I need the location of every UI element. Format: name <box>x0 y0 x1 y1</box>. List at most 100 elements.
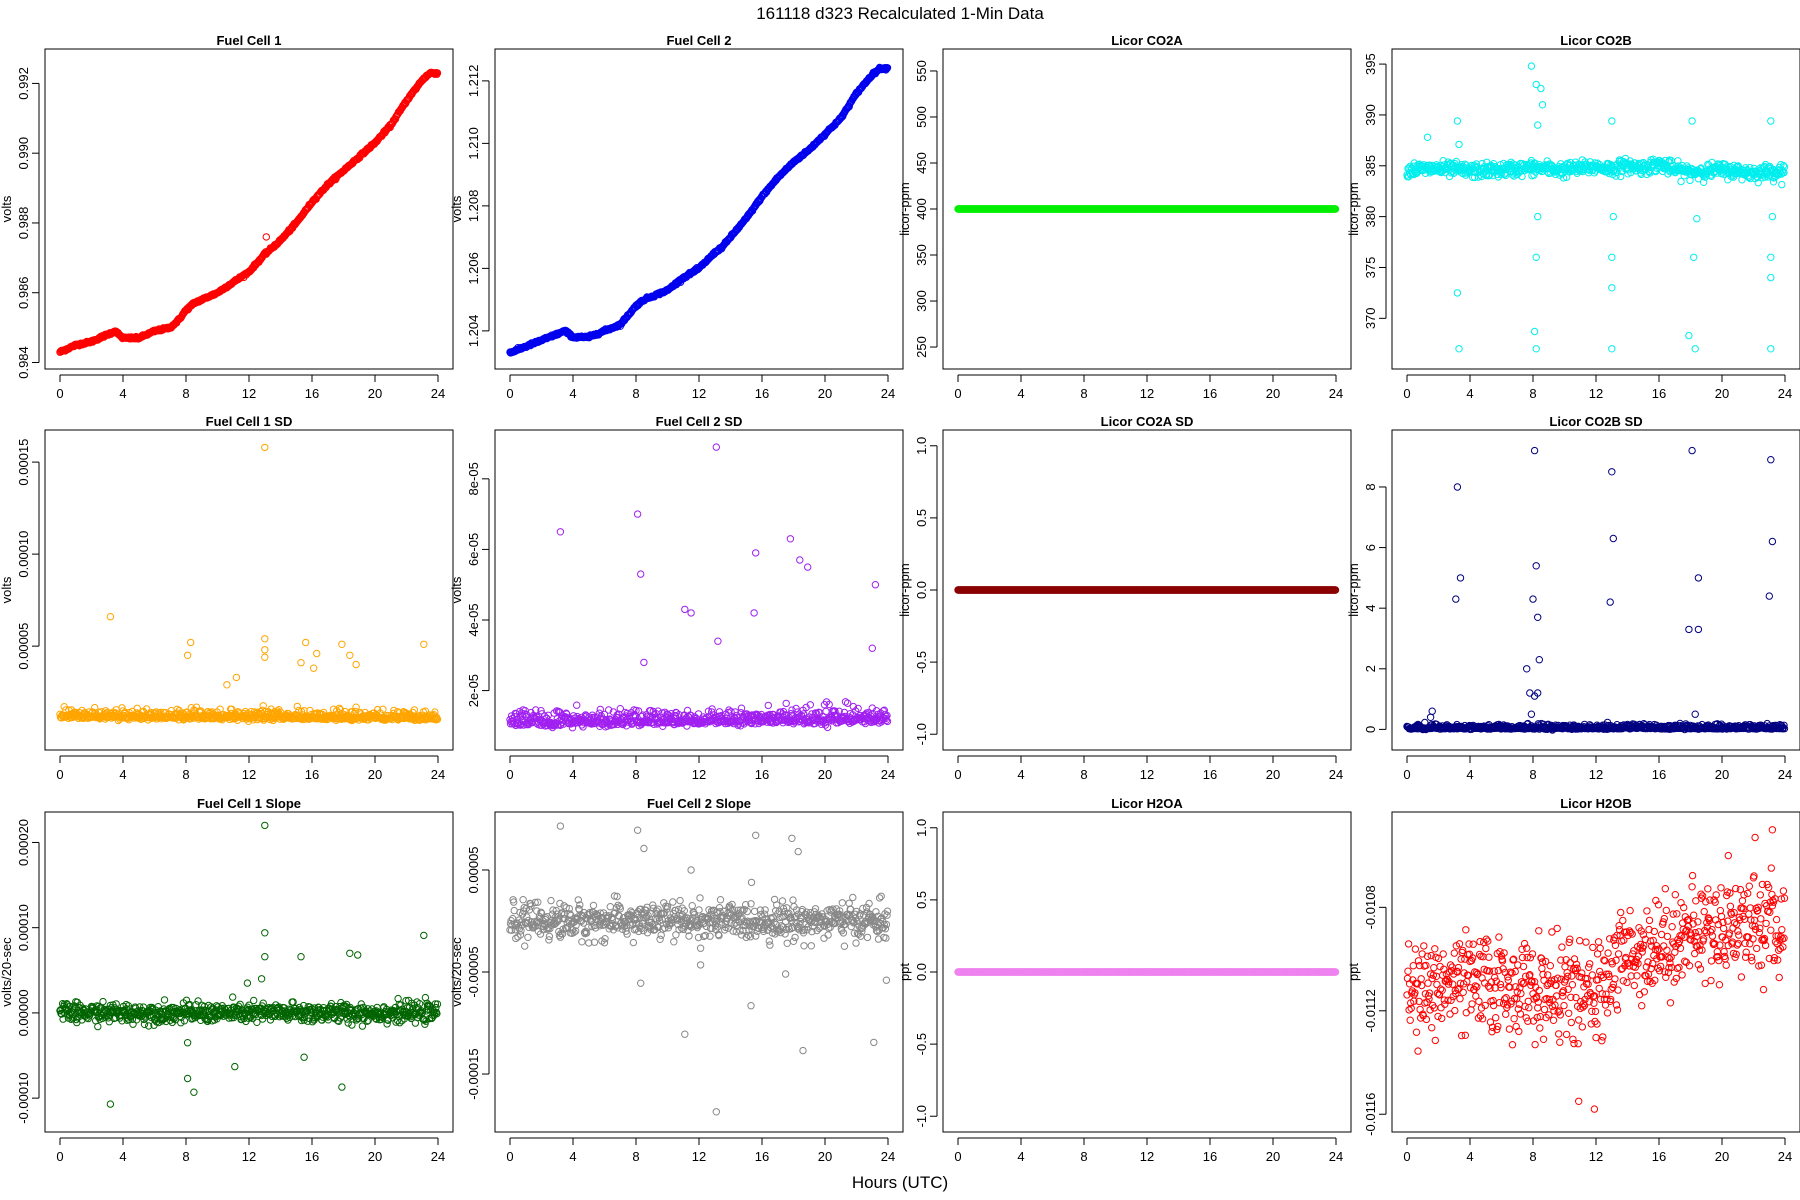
y-tick-label: 4e-05 <box>466 603 481 636</box>
y-tick-label: 300 <box>914 290 929 312</box>
x-tick-label: 0 <box>506 386 513 401</box>
x-tick-label: 4 <box>1017 767 1024 782</box>
outlier-point <box>868 644 876 652</box>
data-point <box>573 701 581 709</box>
plot-frame <box>942 429 1352 751</box>
panel-title: Licor CO2A <box>1111 33 1183 48</box>
data-point <box>1780 168 1788 177</box>
outlier-point <box>750 609 758 617</box>
outlier-point <box>183 651 192 659</box>
outlier-point <box>1768 212 1777 221</box>
outlier-point <box>1608 345 1616 353</box>
x-tick-label: 16 <box>1203 386 1217 401</box>
x-tick-label: 4 <box>119 767 126 782</box>
y-axis-label: licor-ppm <box>897 182 912 235</box>
outlier-point <box>1608 117 1616 125</box>
data-point <box>883 64 892 72</box>
outlier-point <box>1609 212 1618 221</box>
outlier-point <box>1693 215 1701 223</box>
y-tick-label: 0.5 <box>914 509 929 527</box>
data-point <box>883 717 892 726</box>
data-point <box>1754 179 1762 187</box>
x-tick-label: 12 <box>1140 767 1154 782</box>
panel-title: Licor CO2B <box>1560 33 1632 48</box>
x-tick-label: 16 <box>1203 767 1217 782</box>
outlier-point <box>1767 117 1775 125</box>
x-tick-label: 24 <box>1329 767 1343 782</box>
x-tick-label: 8 <box>182 386 189 401</box>
outlier-point <box>633 510 642 518</box>
x-tick-label: 12 <box>692 386 706 401</box>
data-point <box>1674 157 1682 165</box>
x-tick-label: 12 <box>242 386 256 401</box>
x-tick-label: 12 <box>1140 386 1154 401</box>
x-tick-label: 0 <box>56 767 63 782</box>
outlier-point <box>1608 284 1616 292</box>
outlier-point <box>1532 345 1540 353</box>
y-tick-label: 0.990 <box>16 137 31 170</box>
data-point <box>1605 169 1613 178</box>
x-tick-label: 4 <box>1466 386 1473 401</box>
data-point <box>133 704 141 712</box>
data-point <box>1331 205 1340 213</box>
outlier-point <box>261 653 269 661</box>
outlier-point <box>637 570 645 578</box>
data-points <box>56 443 442 725</box>
y-tick-label: 370 <box>1363 307 1378 329</box>
outlier-point <box>712 443 720 451</box>
data-point <box>1559 174 1568 182</box>
data-point <box>851 707 860 715</box>
x-axis: 0 4 8 12 16 20 24 <box>506 755 895 782</box>
data-point <box>610 720 618 729</box>
plot-frame <box>44 429 454 751</box>
data-point <box>1590 169 1599 177</box>
x-axis: 0 4 8 12 16 20 24 <box>1403 374 1792 401</box>
outlier-point <box>752 549 760 557</box>
data-point <box>1778 180 1786 189</box>
x-axis: 0 4 8 12 16 20 24 <box>56 755 445 782</box>
data-point <box>823 723 832 732</box>
data-point <box>1779 161 1788 170</box>
outlier-point <box>687 609 695 617</box>
outlier-point <box>309 664 318 672</box>
y-tick-label: 1.204 <box>466 315 481 348</box>
y-tick-label: 0.988 <box>16 207 31 240</box>
outlier-point <box>786 535 795 543</box>
outlier-point <box>1453 289 1462 297</box>
y-tick-label: -0.5 <box>914 651 929 673</box>
panel-title: Fuel Cell 1 <box>216 33 281 48</box>
data-point <box>763 718 771 726</box>
data-point <box>634 707 643 715</box>
y-tick-label: 450 <box>914 152 929 174</box>
outlier-point <box>261 646 269 654</box>
outlier-point <box>1455 140 1463 149</box>
y-axis-label: volts <box>0 576 14 603</box>
x-tick-label: 20 <box>1266 386 1280 401</box>
y-axis-label: volts <box>449 576 464 603</box>
data-point <box>379 705 387 713</box>
data-points <box>56 68 442 356</box>
y-tick-label: 1.0 <box>914 437 929 455</box>
y-tick-label: 350 <box>914 244 929 266</box>
outlier-point <box>352 660 360 669</box>
x-tick-label: 16 <box>755 386 769 401</box>
data-point <box>537 707 545 715</box>
x-tick-label: 24 <box>1329 386 1343 401</box>
x-axis: 0 4 8 12 16 20 24 <box>954 374 1343 401</box>
data-points <box>506 443 892 732</box>
y-axis-label: volts <box>0 195 14 222</box>
panel-fuel-cell-2: Fuel Cell 20 4 8 12 16 20 241.2041.2061.2081.2… <box>449 33 904 401</box>
outlier-point <box>556 528 565 536</box>
y-tick-label: 0.0 <box>914 581 929 599</box>
data-point <box>1699 178 1708 187</box>
x-tick-label: 8 <box>182 767 189 782</box>
data-points <box>954 205 1340 213</box>
data-point <box>616 705 624 713</box>
outlier-point <box>346 651 354 659</box>
data-point <box>228 705 236 713</box>
outlier-point <box>223 681 231 689</box>
